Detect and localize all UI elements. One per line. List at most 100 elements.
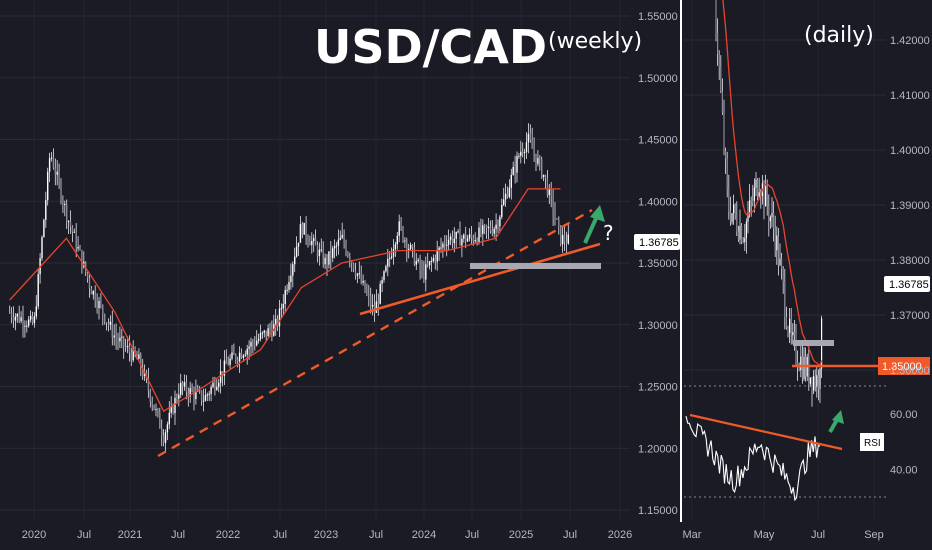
daily-candle-body [755,179,757,188]
weekly-x-tick-label: 2020 [22,529,46,541]
daily-candle-body [757,179,759,198]
weekly-candle-body [45,200,47,220]
weekly-candle-body [155,409,157,411]
rsi-y-axis: 60.00 40.00 [890,409,918,477]
weekly-candle-body [100,301,102,306]
weekly-candle-body [480,227,482,234]
weekly-candle-body [212,382,214,388]
weekly-candle-body [132,348,134,361]
weekly-candle-body [119,337,121,342]
daily-candle-body [795,334,797,363]
weekly-candle-body [328,251,330,265]
weekly-candle-body [446,244,448,246]
weekly-candle-body [77,246,79,249]
weekly-candle-body [94,291,96,303]
weekly-candle-body [438,247,440,251]
weekly-gridlines [0,15,630,511]
weekly-candle-body [297,242,300,247]
weekly-candle-body [176,397,178,399]
weekly-candle-body [121,336,123,338]
weekly-candle-body [225,360,227,364]
weekly-candle-body [71,226,74,233]
weekly-candle-body [124,346,127,348]
weekly-candle-body [52,157,55,168]
weekly-candle-body [14,316,17,321]
weekly-candle-body [233,352,235,355]
weekly-candle-body [396,235,398,245]
weekly-candle-body [337,239,340,246]
weekly-candle-body [252,342,254,344]
weekly-candle-body [126,346,129,348]
weekly-candle-body [218,382,220,387]
weekly-candle-body [351,261,353,264]
daily-candle-body [813,376,815,391]
weekly-candle-body [497,224,499,227]
weekly-candle-body [349,256,351,262]
weekly-candle-body [216,386,218,390]
weekly-candle-body [413,247,416,265]
weekly-candle-body [501,205,503,217]
weekly-candle-body [24,325,26,327]
weekly-candle-body [168,412,170,425]
weekly-candle-body [16,313,18,317]
daily-candle-body [769,217,771,222]
weekly-candle-body [316,245,319,257]
weekly-candle-body [408,248,410,251]
weekly-candle-body [178,394,180,399]
weekly-x-tick-label: Jul [563,529,577,541]
weekly-candle-body [238,352,241,362]
weekly-candle-body [62,200,64,205]
weekly-candle-body [128,346,131,353]
daily-candle-body [758,192,760,198]
weekly-candle-body [199,390,201,392]
daily-last-price-box [884,276,930,292]
weekly-candle-body [544,174,547,179]
weekly-candle-body [109,321,112,325]
weekly-candle-body [219,371,222,383]
daily-candle-body [766,185,768,207]
weekly-candle-body [303,222,305,235]
weekly-candle-body [123,336,125,347]
weekly-candle-body [259,333,262,339]
weekly-x-axis: 2020 Jul 2021 Jul 2022 Jul 2023 Jul 2024 Jul 2025 J… [22,529,632,541]
weekly-candle-body [542,174,545,177]
daily-candle-body [798,367,800,371]
daily-last-price-label: 1.36785 [889,279,929,291]
weekly-candle-body [295,246,298,257]
weekly-candle-body [90,288,93,295]
weekly-candle-body [520,151,522,156]
weekly-candle-body [377,301,379,304]
weekly-candle-body [309,241,311,246]
weekly-candle-body [506,193,509,197]
weekly-x-tick-label: 2021 [118,529,142,541]
daily-y-tick-label: 1.36000 [890,365,930,377]
weekly-candle-body [314,238,317,246]
daily-x-tick-label: Mar [683,529,702,541]
daily-candle-body [750,200,752,202]
weekly-candle-body [485,225,488,228]
daily-y-tick-label: 1.39000 [890,200,930,212]
weekly-candle-body [552,196,554,214]
weekly-candle-body [548,188,550,196]
weekly-candle-body [180,382,182,395]
weekly-candle-body [284,290,286,305]
weekly-y-tick-label: 1.50000 [638,73,678,85]
daily-candle-body [721,91,723,113]
weekly-candle-body [484,225,486,227]
chart-subtitle-daily: (daily) [804,23,874,48]
daily-candle-body [763,183,765,207]
weekly-candle-body [444,243,446,245]
daily-candle-body [739,225,741,240]
weekly-candle-body [556,218,558,220]
weekly-panel: ? USD/CAD (weekly) 2020 Jul 2021 Jul 2022 Jul… [0,11,680,541]
weekly-candle-body [554,213,556,219]
weekly-candle-body [193,391,195,400]
daily-candle-body [779,258,781,265]
chart-title: USD/CAD [314,20,547,74]
daily-candle-body [742,242,744,244]
daily-x-axis: Mar May Jul Sep [683,529,884,541]
weekly-candle-body [223,360,226,376]
weekly-candle-body [81,250,83,268]
weekly-candle-body [341,234,343,238]
